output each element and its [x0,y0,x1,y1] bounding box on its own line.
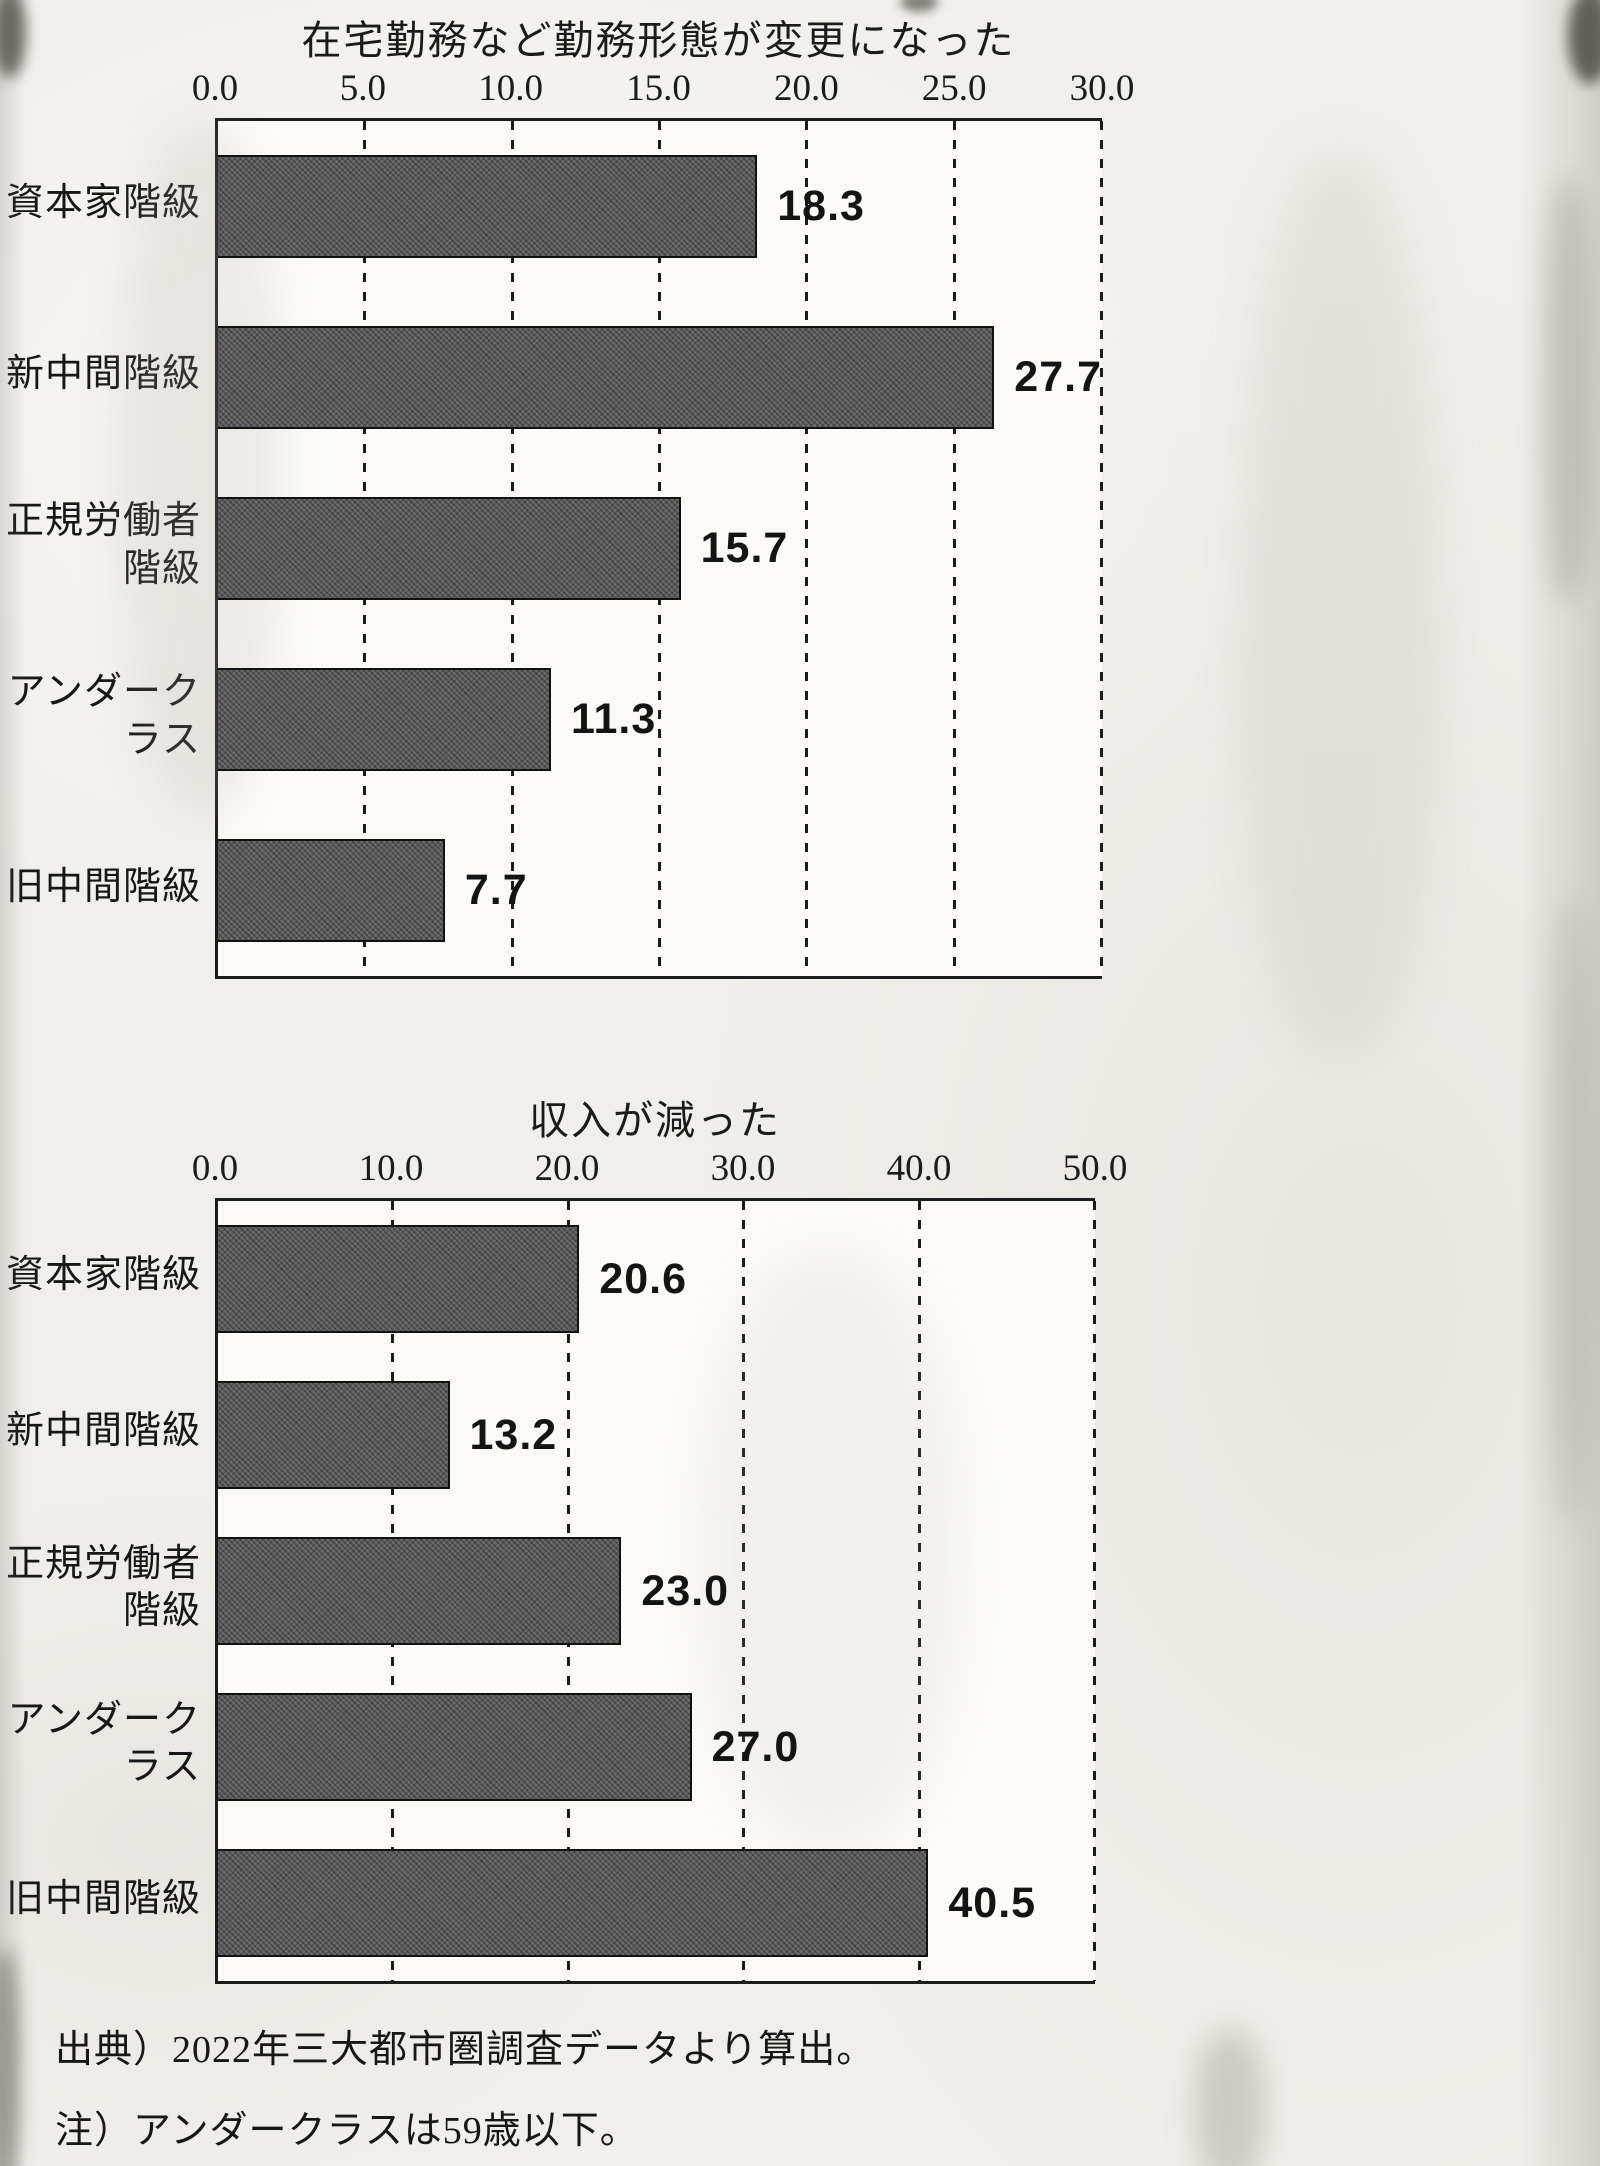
category-axis: 資本家階級新中間階級正規労働者 階級 アンダークラス旧中間階級 [0,62,215,979]
chart-workstyle-change: 在宅勤務など勤務形態が変更になった 資本家階級新中間階級正規労働者 階級 アンダー… [0,8,1135,979]
chart-title: 在宅勤務など勤務形態が変更になった [301,18,1016,63]
x-tick-label: 0.0 [191,68,239,109]
bar [218,1849,929,1957]
x-tick-label: 50.0 [1062,1148,1128,1189]
x-tick-label: 25.0 [921,68,987,109]
bar [218,155,758,258]
scan-artifact [1568,0,1600,84]
bar [218,1537,622,1645]
scan-artifact [1240,150,1440,1050]
category-label: 正規労働者 階級 [5,1542,201,1633]
x-axis-ticks: 0.0 10.0 20.0 30.0 40.0 50.0 [192,1142,1128,1198]
bar [218,668,551,771]
bar [218,1693,692,1801]
gridline [742,1201,746,1981]
gridline [917,1201,921,1981]
value-label: 40.5 [948,1878,1037,1927]
category-label: 資本家階級 [5,1254,201,1297]
plot-wrap: 0.0 10.0 20.0 30.0 40.0 50.0 20.6 13.2 23.0 27.0… [192,1142,1128,1984]
bar [218,839,445,942]
bar-row: 18.3 [218,121,1102,292]
x-tick-label: 20.0 [773,68,839,109]
plot-area: 18.3 27.7 15.7 11.3 7.7 [215,118,1103,979]
gridline [952,121,956,976]
bar-row: 7.7 [218,805,1102,976]
value-label: 11.3 [570,695,657,743]
value-label: 13.2 [469,1410,558,1459]
gridline [1093,1201,1096,1981]
chart-title: 収入が減った [529,1098,781,1143]
value-label: 23.0 [641,1566,730,1615]
x-tick-label: 20.0 [534,1148,600,1189]
source-note: 出典）2022年三大都市圏調査データより算出。 [55,2029,876,2071]
value-label: 18.3 [777,182,865,230]
category-label: 旧中間階級 [5,865,201,908]
category-label: 正規労働者 階級 [5,500,201,590]
value-label: 27.7 [1014,353,1102,401]
x-tick-label: 0.0 [191,1148,239,1189]
bar-row: 40.5 [218,1825,1095,1981]
bar-row: 23.0 [218,1513,1095,1669]
bar-row: 27.0 [218,1669,1095,1825]
note: 注）アンダークラスは59歳以下。 [55,2110,639,2152]
category-label: 資本家階級 [5,181,201,224]
x-tick-label: 15.0 [626,68,691,109]
plot-area: 20.6 13.2 23.0 27.0 40.5 [215,1198,1096,1984]
x-tick-label: 40.0 [886,1148,952,1189]
category-axis: 資本家階級新中間階級正規労働者 階級 アンダークラス旧中間階級 [0,1142,215,1984]
gridline [805,121,809,976]
value-label: 15.7 [700,524,789,572]
bar [218,326,995,429]
bar-row: 15.7 [218,463,1102,634]
bar-row: 20.6 [218,1201,1095,1357]
chart-body: 資本家階級新中間階級正規労働者 階級 アンダークラス旧中間階級 0.0 10.0 20… [0,1142,1128,1984]
value-label: 27.0 [711,1722,800,1771]
category-label: アンダークラス [7,671,201,761]
category-label: 新中間階級 [5,1410,201,1453]
category-label: 新中間階級 [5,352,201,395]
value-label: 7.7 [464,866,528,914]
scan-artifact [1545,180,1591,600]
bar-row: 27.7 [218,292,1102,463]
scan-artifact [1552,900,1592,1520]
bar-row: 13.2 [218,1357,1095,1513]
value-label: 20.6 [599,1254,688,1303]
x-tick-label: 30.0 [1069,68,1135,109]
gridline [1100,121,1103,976]
x-tick-label: 5.0 [339,68,386,109]
chart-footnotes: 出典）2022年三大都市圏調査データより算出。 注）アンダークラスは59歳以下。 [55,2018,875,2154]
x-tick-label: 10.0 [478,68,544,109]
x-axis-ticks: 0.0 5.0 10.0 15.0 20.0 25.0 30.0 [192,62,1135,118]
bar-row: 11.3 [218,634,1102,805]
bar [218,1225,580,1333]
category-label: アンダークラス [7,1698,201,1789]
bar [218,1381,450,1489]
category-label: 旧中間階級 [5,1878,201,1921]
bar [218,497,681,600]
scan-artifact [1520,0,1600,2166]
chart-body: 資本家階級新中間階級正規労働者 階級 アンダークラス旧中間階級 0.0 5.0 10.… [0,62,1135,979]
x-tick-label: 10.0 [358,1148,424,1189]
plot-wrap: 0.0 5.0 10.0 15.0 20.0 25.0 30.0 18.3 27.7 15.7 1… [192,62,1135,979]
chart-income-decreased: 収入が減った 資本家階級新中間階級正規労働者 階級 アンダークラス旧中間階級 0.… [0,1088,1128,1984]
x-tick-label: 30.0 [710,1148,776,1189]
scan-artifact [1195,2030,1265,2166]
